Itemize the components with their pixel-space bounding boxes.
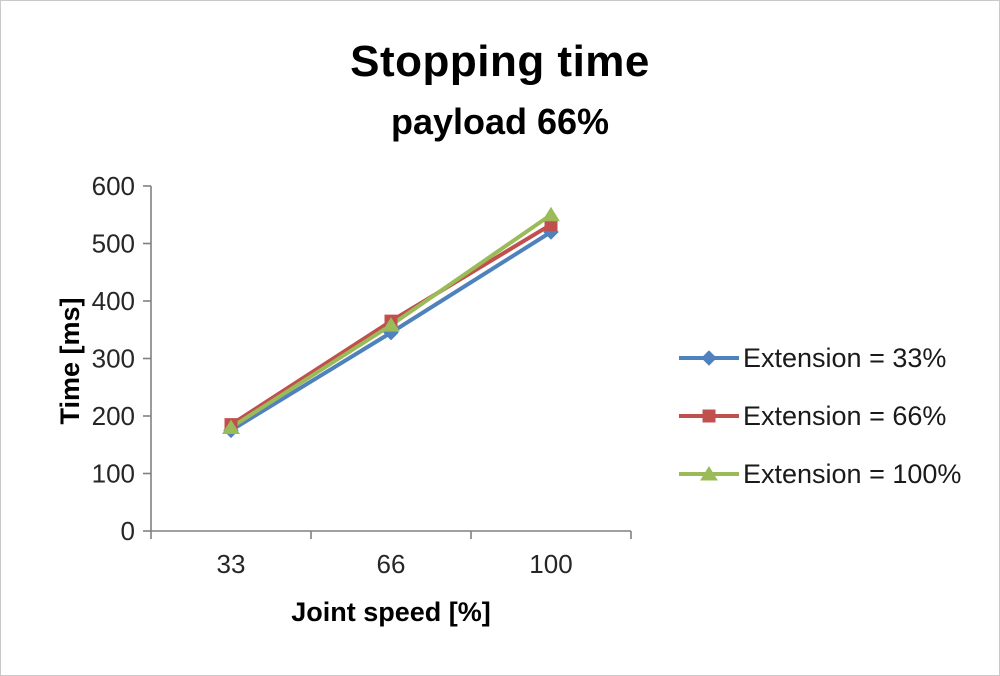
x-axis-title: Joint speed [%] [291,597,491,627]
legend-line-marker-icon [679,350,739,366]
legend-line-marker-icon [679,466,739,481]
marker-triangle-icon [222,419,240,434]
y-tick-label: 0 [121,516,135,546]
y-tick-label: 500 [92,229,135,259]
legend-item: Extension = 100% [677,457,961,491]
legend-line-marker-icon [679,409,739,423]
legend-item: Extension = 66% [677,399,961,433]
marker-square-icon [702,409,716,423]
y-tick-label: 200 [92,401,135,431]
legend: Extension = 33% Extension = 66% Extensio… [677,341,961,491]
legend-label: Extension = 66% [743,400,947,431]
chart-subtitle: payload 66% [390,101,610,142]
marker-diamond-icon [701,350,717,366]
x-tick-label: 33 [217,549,246,579]
legend-label: Extension = 33% [743,342,947,373]
legend-label: Extension = 100% [743,458,962,489]
y-tick-label: 300 [92,344,135,374]
marker-triangle-icon [542,206,560,222]
legend-item: Extension = 33% [677,341,961,375]
y-tick-label: 600 [92,171,135,201]
chart-title: Stopping time [350,37,650,86]
x-tick-label: 100 [529,549,572,579]
x-tick-label: 66 [377,549,406,579]
y-axis-title: Time [ms] [55,297,85,425]
y-tick-label: 400 [92,286,135,316]
marker-triangle-icon [700,466,718,481]
marker-triangle-icon [382,317,400,332]
y-tick-label: 100 [92,459,135,489]
